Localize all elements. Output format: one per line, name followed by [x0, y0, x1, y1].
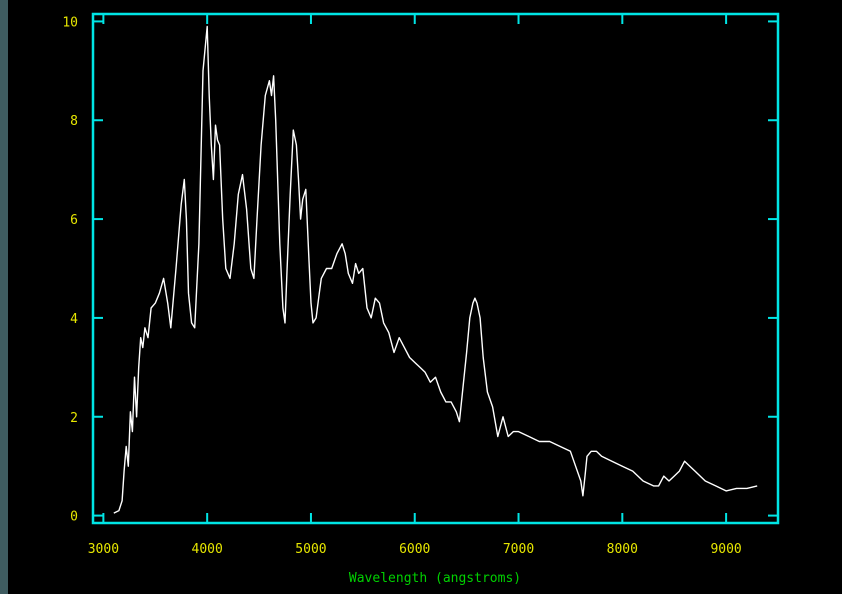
y-tick-label: 4	[70, 312, 78, 327]
tick-marks	[93, 14, 778, 523]
series-line-group	[113, 25, 758, 514]
x-tick-label: 9000	[710, 542, 741, 557]
x-tick-label: 7000	[503, 542, 534, 557]
y-tick-label: 0	[70, 510, 78, 525]
x-tick-labels: 3000 4000 5000 6000 7000 8000 9000	[88, 542, 742, 557]
y-tick-label: 6	[70, 213, 78, 228]
y-tick-labels: 0 2 4 6 8 10	[62, 15, 78, 524]
spectrum-line	[113, 25, 758, 514]
y-tick-label: 10	[62, 15, 78, 30]
plot-window: 3000 4000 5000 6000 7000 8000 9000 0 2 4 6 8 10 Wav…	[8, 0, 842, 594]
x-tick-label: 8000	[607, 542, 638, 557]
x-tick-label: 4000	[192, 542, 223, 557]
spectrum-chart: 3000 4000 5000 6000 7000 8000 9000 0 2 4 6 8 10 Wav…	[62, 12, 780, 586]
x-axis-title: Wavelength (angstroms)	[349, 571, 521, 586]
x-tick-label: 6000	[399, 542, 430, 557]
y-tick-label: 8	[70, 114, 78, 129]
x-tick-label: 3000	[88, 542, 119, 557]
x-tick-label: 5000	[295, 542, 326, 557]
plot-frame	[91, 12, 780, 525]
y-tick-label: 2	[70, 411, 78, 426]
